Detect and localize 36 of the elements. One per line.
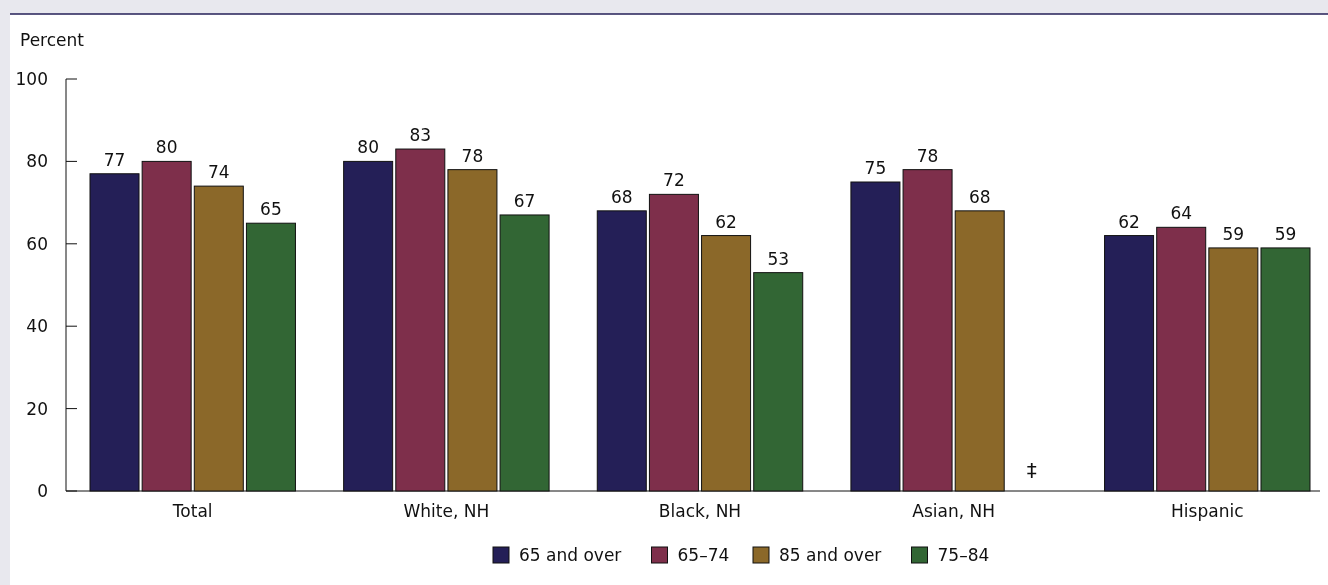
data-label: 78: [916, 145, 939, 166]
data-label: 62: [715, 211, 737, 232]
x-tick-label: Asian, NH: [912, 501, 995, 521]
data-label: 80: [155, 137, 178, 158]
y-tick-label: 100: [15, 68, 48, 89]
legend-label: 65–74: [677, 544, 730, 565]
data-label: 83: [409, 125, 432, 146]
data-label: 59: [1274, 223, 1297, 244]
legend-label: 75–84: [937, 544, 990, 565]
x-tick-label: White, NH: [403, 501, 490, 521]
data-label: 59: [1222, 223, 1245, 244]
data-label: 62: [1118, 211, 1140, 232]
data-label: 80: [357, 137, 379, 158]
data-label: 64: [1170, 203, 1193, 224]
data-label: 68: [610, 186, 633, 207]
data-label: 65: [260, 199, 282, 220]
data-label: 75: [864, 158, 887, 178]
legend-label: 65 and over: [519, 544, 622, 565]
y-axis-title: Percent: [20, 30, 85, 50]
data-label: 68: [968, 186, 991, 207]
y-tick-label: 80: [26, 151, 48, 172]
annotation: ‡: [1026, 458, 1037, 482]
y-tick-label: 0: [37, 480, 48, 501]
y-tick-label: 60: [26, 233, 48, 254]
data-label: 74: [207, 162, 230, 183]
x-tick-label: Black, NH: [658, 501, 742, 521]
y-tick-label: 20: [26, 398, 48, 419]
data-label: 67: [513, 190, 536, 211]
y-tick-label: 40: [26, 316, 48, 337]
data-label: 78: [461, 145, 484, 166]
legend-label: 85 and over: [779, 544, 882, 565]
x-tick-label: Hispanic: [1171, 501, 1244, 521]
data-label: 72: [663, 170, 685, 191]
x-tick-label: Total: [171, 501, 213, 521]
data-label: 53: [767, 248, 790, 269]
data-label: 77: [103, 149, 126, 170]
